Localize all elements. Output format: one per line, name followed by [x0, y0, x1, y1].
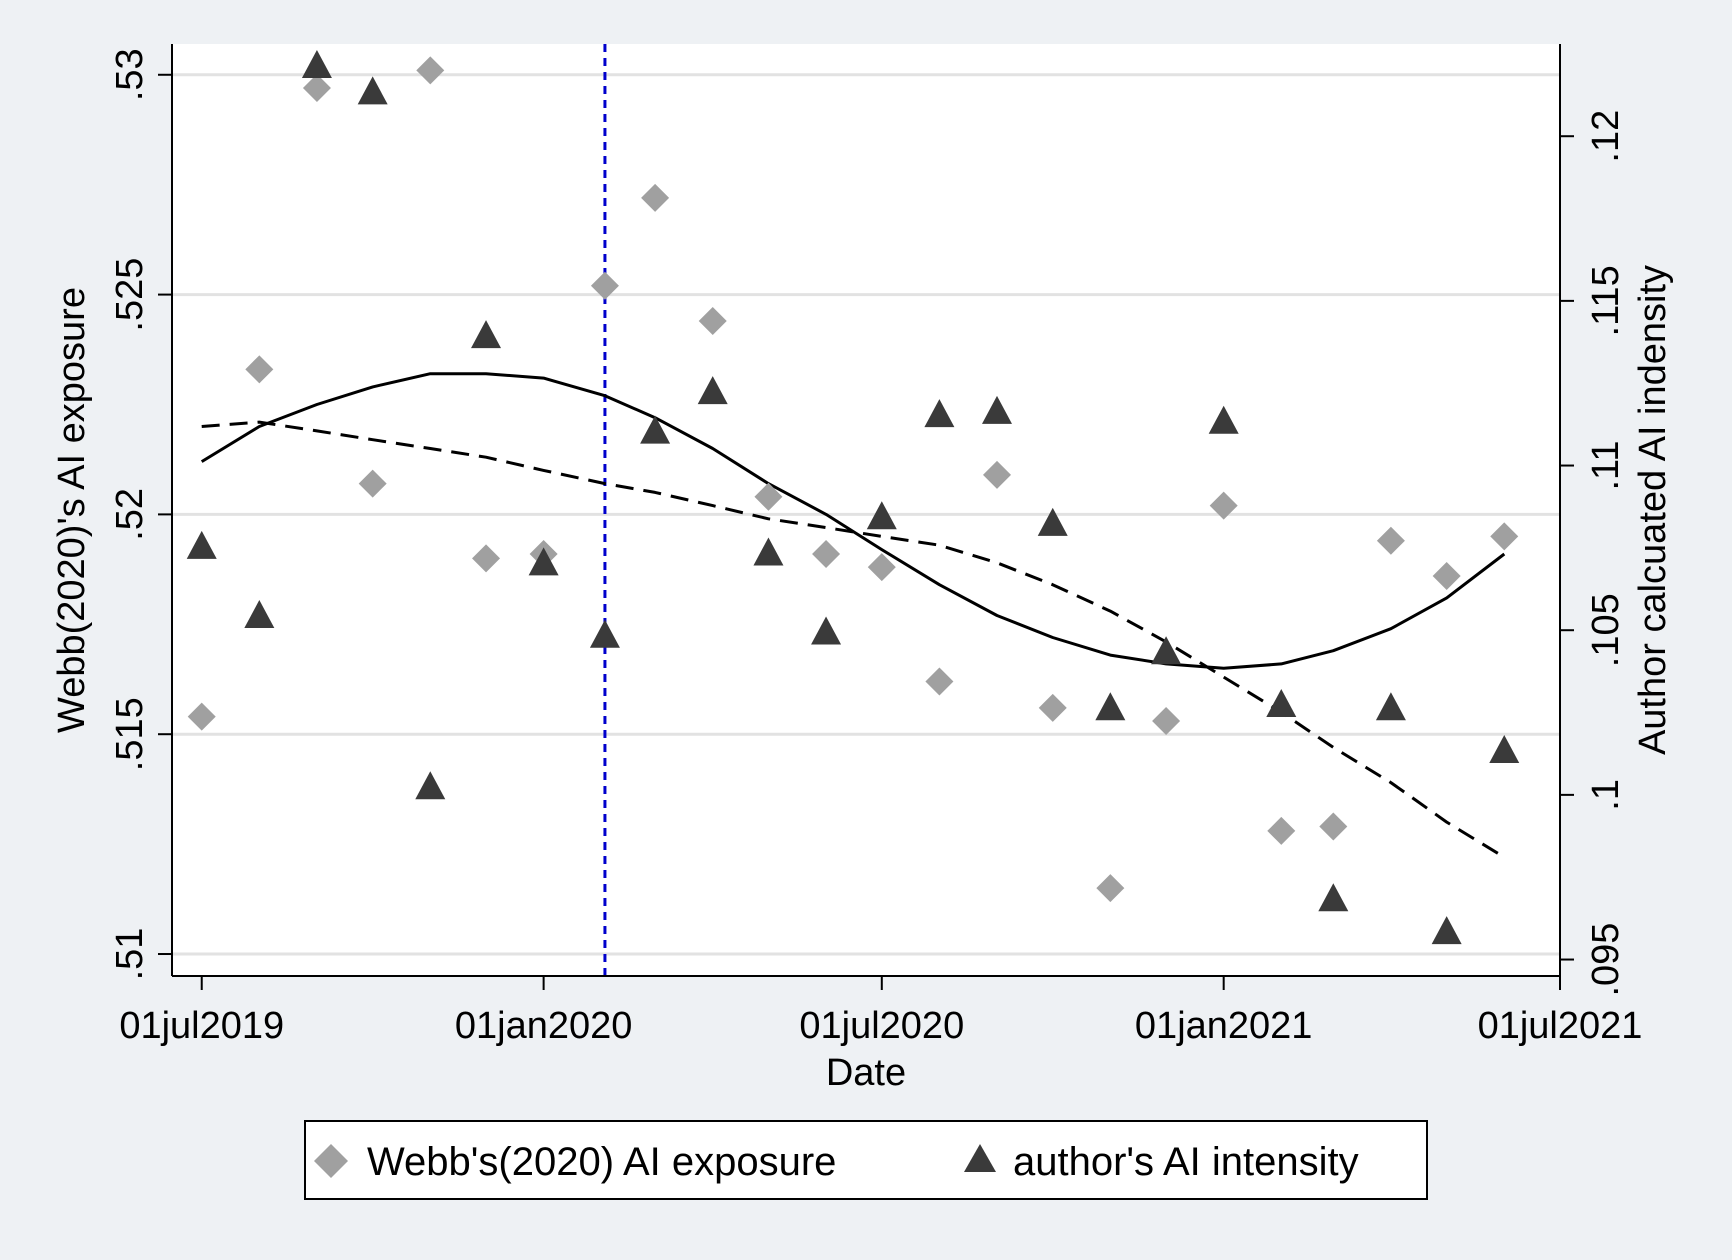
point-webb-exposure [1490, 522, 1519, 551]
point-author-intensity [186, 530, 217, 559]
point-webb-exposure [416, 56, 445, 85]
y-left-tick-label: .515 [109, 697, 151, 771]
point-author-intensity [1489, 735, 1520, 764]
point-author-intensity [244, 600, 275, 629]
point-author-intensity [1151, 636, 1182, 665]
y-left-tick-label: .53 [109, 48, 151, 101]
point-author-intensity [528, 547, 559, 576]
y-right-tick-label: .11 [1585, 441, 1627, 491]
x-axis-title: Date [826, 1052, 906, 1094]
y-left-tick-label: .51 [109, 928, 151, 981]
y-right-tick-label: .115 [1585, 265, 1627, 336]
legend-box [304, 1120, 1428, 1200]
point-webb-exposure [1209, 491, 1238, 520]
point-webb-exposure [1038, 693, 1067, 722]
point-webb-exposure [1096, 874, 1125, 903]
point-author-intensity [1318, 883, 1349, 912]
point-webb-exposure [1376, 526, 1405, 555]
point-webb-exposure [590, 271, 619, 300]
point-webb-exposure [867, 553, 896, 582]
point-author-intensity [471, 320, 502, 349]
point-author-intensity [640, 415, 671, 444]
point-webb-exposure [358, 469, 387, 498]
x-tick-label: 01jul2019 [119, 1005, 284, 1047]
point-author-intensity [415, 771, 446, 800]
point-webb-exposure [472, 544, 501, 573]
y-right-tick-label: .095 [1585, 923, 1627, 997]
point-webb-exposure [982, 460, 1011, 489]
fitted-line-solid [200, 372, 1506, 670]
point-author-intensity [1375, 692, 1406, 721]
point-webb-exposure [187, 702, 216, 731]
point-webb-exposure [1267, 816, 1296, 845]
point-webb-exposure [302, 73, 331, 102]
legend-triangle-marker [964, 1144, 996, 1172]
point-author-intensity [697, 376, 728, 405]
y-left-tick-label: .52 [109, 488, 151, 541]
point-webb-exposure [925, 667, 954, 696]
legend-label-webb: Webb's(2020) AI exposure [367, 1140, 836, 1184]
point-author-intensity [1431, 916, 1462, 945]
point-webb-exposure [641, 183, 670, 212]
y-left-axis-title: Webb(2020)'s AI exposure [51, 287, 93, 733]
point-webb-exposure [812, 539, 841, 568]
point-webb-exposure [245, 355, 274, 384]
x-tick-label: 01jan2021 [1135, 1005, 1313, 1047]
legend-diamond-marker [314, 1144, 348, 1178]
point-author-intensity [981, 395, 1012, 424]
point-author-intensity [924, 399, 955, 428]
plot-area [172, 44, 1560, 976]
legend-label-author: author's AI intensity [1013, 1140, 1359, 1184]
point-webb-exposure [754, 482, 783, 511]
point-author-intensity [1266, 688, 1297, 717]
x-tick-label: 01jan2020 [455, 1005, 633, 1047]
point-author-intensity [357, 76, 388, 105]
y-right-tick-label: .12 [1585, 110, 1627, 163]
point-webb-exposure [1152, 707, 1181, 736]
point-webb-exposure [698, 306, 727, 335]
gridlines [172, 73, 1560, 956]
point-author-intensity [1208, 405, 1239, 434]
axes: 01jul2019 01jan2020 01jul2020 01jan2021 01ju… [109, 44, 1642, 1047]
x-tick-label: 01jul2021 [1478, 1005, 1643, 1047]
point-author-intensity [753, 537, 784, 566]
legend: Webb's(2020) AI exposure author's AI int… [304, 1120, 1428, 1200]
point-author-intensity [866, 501, 897, 530]
y-left-tick-label: .525 [109, 258, 151, 332]
data-points [186, 50, 1520, 945]
y-right-tick-label: .105 [1585, 593, 1627, 667]
fitted-lines [200, 372, 1506, 859]
point-author-intensity [811, 616, 842, 645]
point-author-intensity [1037, 507, 1068, 536]
y-right-tick-label: .1 [1585, 779, 1627, 811]
point-author-intensity [1095, 692, 1126, 721]
point-author-intensity [589, 619, 620, 648]
x-tick-label: 01jul2020 [799, 1005, 964, 1047]
point-author-intensity [301, 50, 332, 79]
point-webb-exposure [1319, 812, 1348, 841]
point-webb-exposure [1432, 561, 1461, 590]
y-right-axis-title: Author calcuated AI indensity [1632, 265, 1674, 755]
